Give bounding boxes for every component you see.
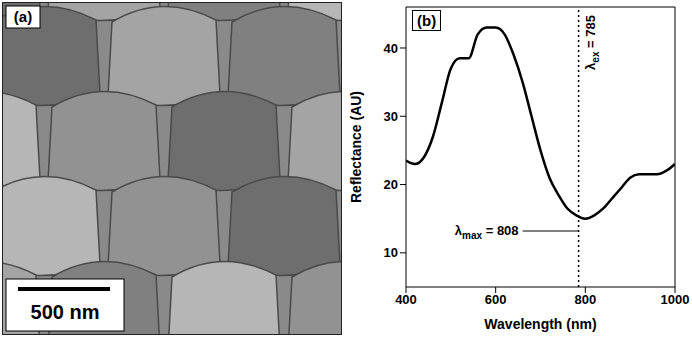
svg-text:Wavelength (nm): Wavelength (nm): [484, 316, 596, 332]
svg-text:40: 40: [384, 41, 398, 56]
svg-text:λex = 785: λex = 785: [583, 15, 601, 70]
svg-text:Reflectance (AU): Reflectance (AU): [348, 91, 364, 203]
svg-text:30: 30: [384, 109, 398, 124]
svg-text:1000: 1000: [661, 292, 690, 307]
svg-text:500 nm: 500 nm: [31, 301, 100, 323]
svg-text:800: 800: [574, 292, 596, 307]
svg-text:(a): (a): [14, 8, 32, 25]
html-text:(b): (b): [417, 12, 437, 29]
svg-text:λmax = 808: λmax = 808: [455, 223, 519, 241]
svg-text:400: 400: [395, 292, 417, 307]
svg-text:20: 20: [384, 177, 398, 192]
svg-text:600: 600: [485, 292, 507, 307]
svg-text:10: 10: [384, 245, 398, 260]
